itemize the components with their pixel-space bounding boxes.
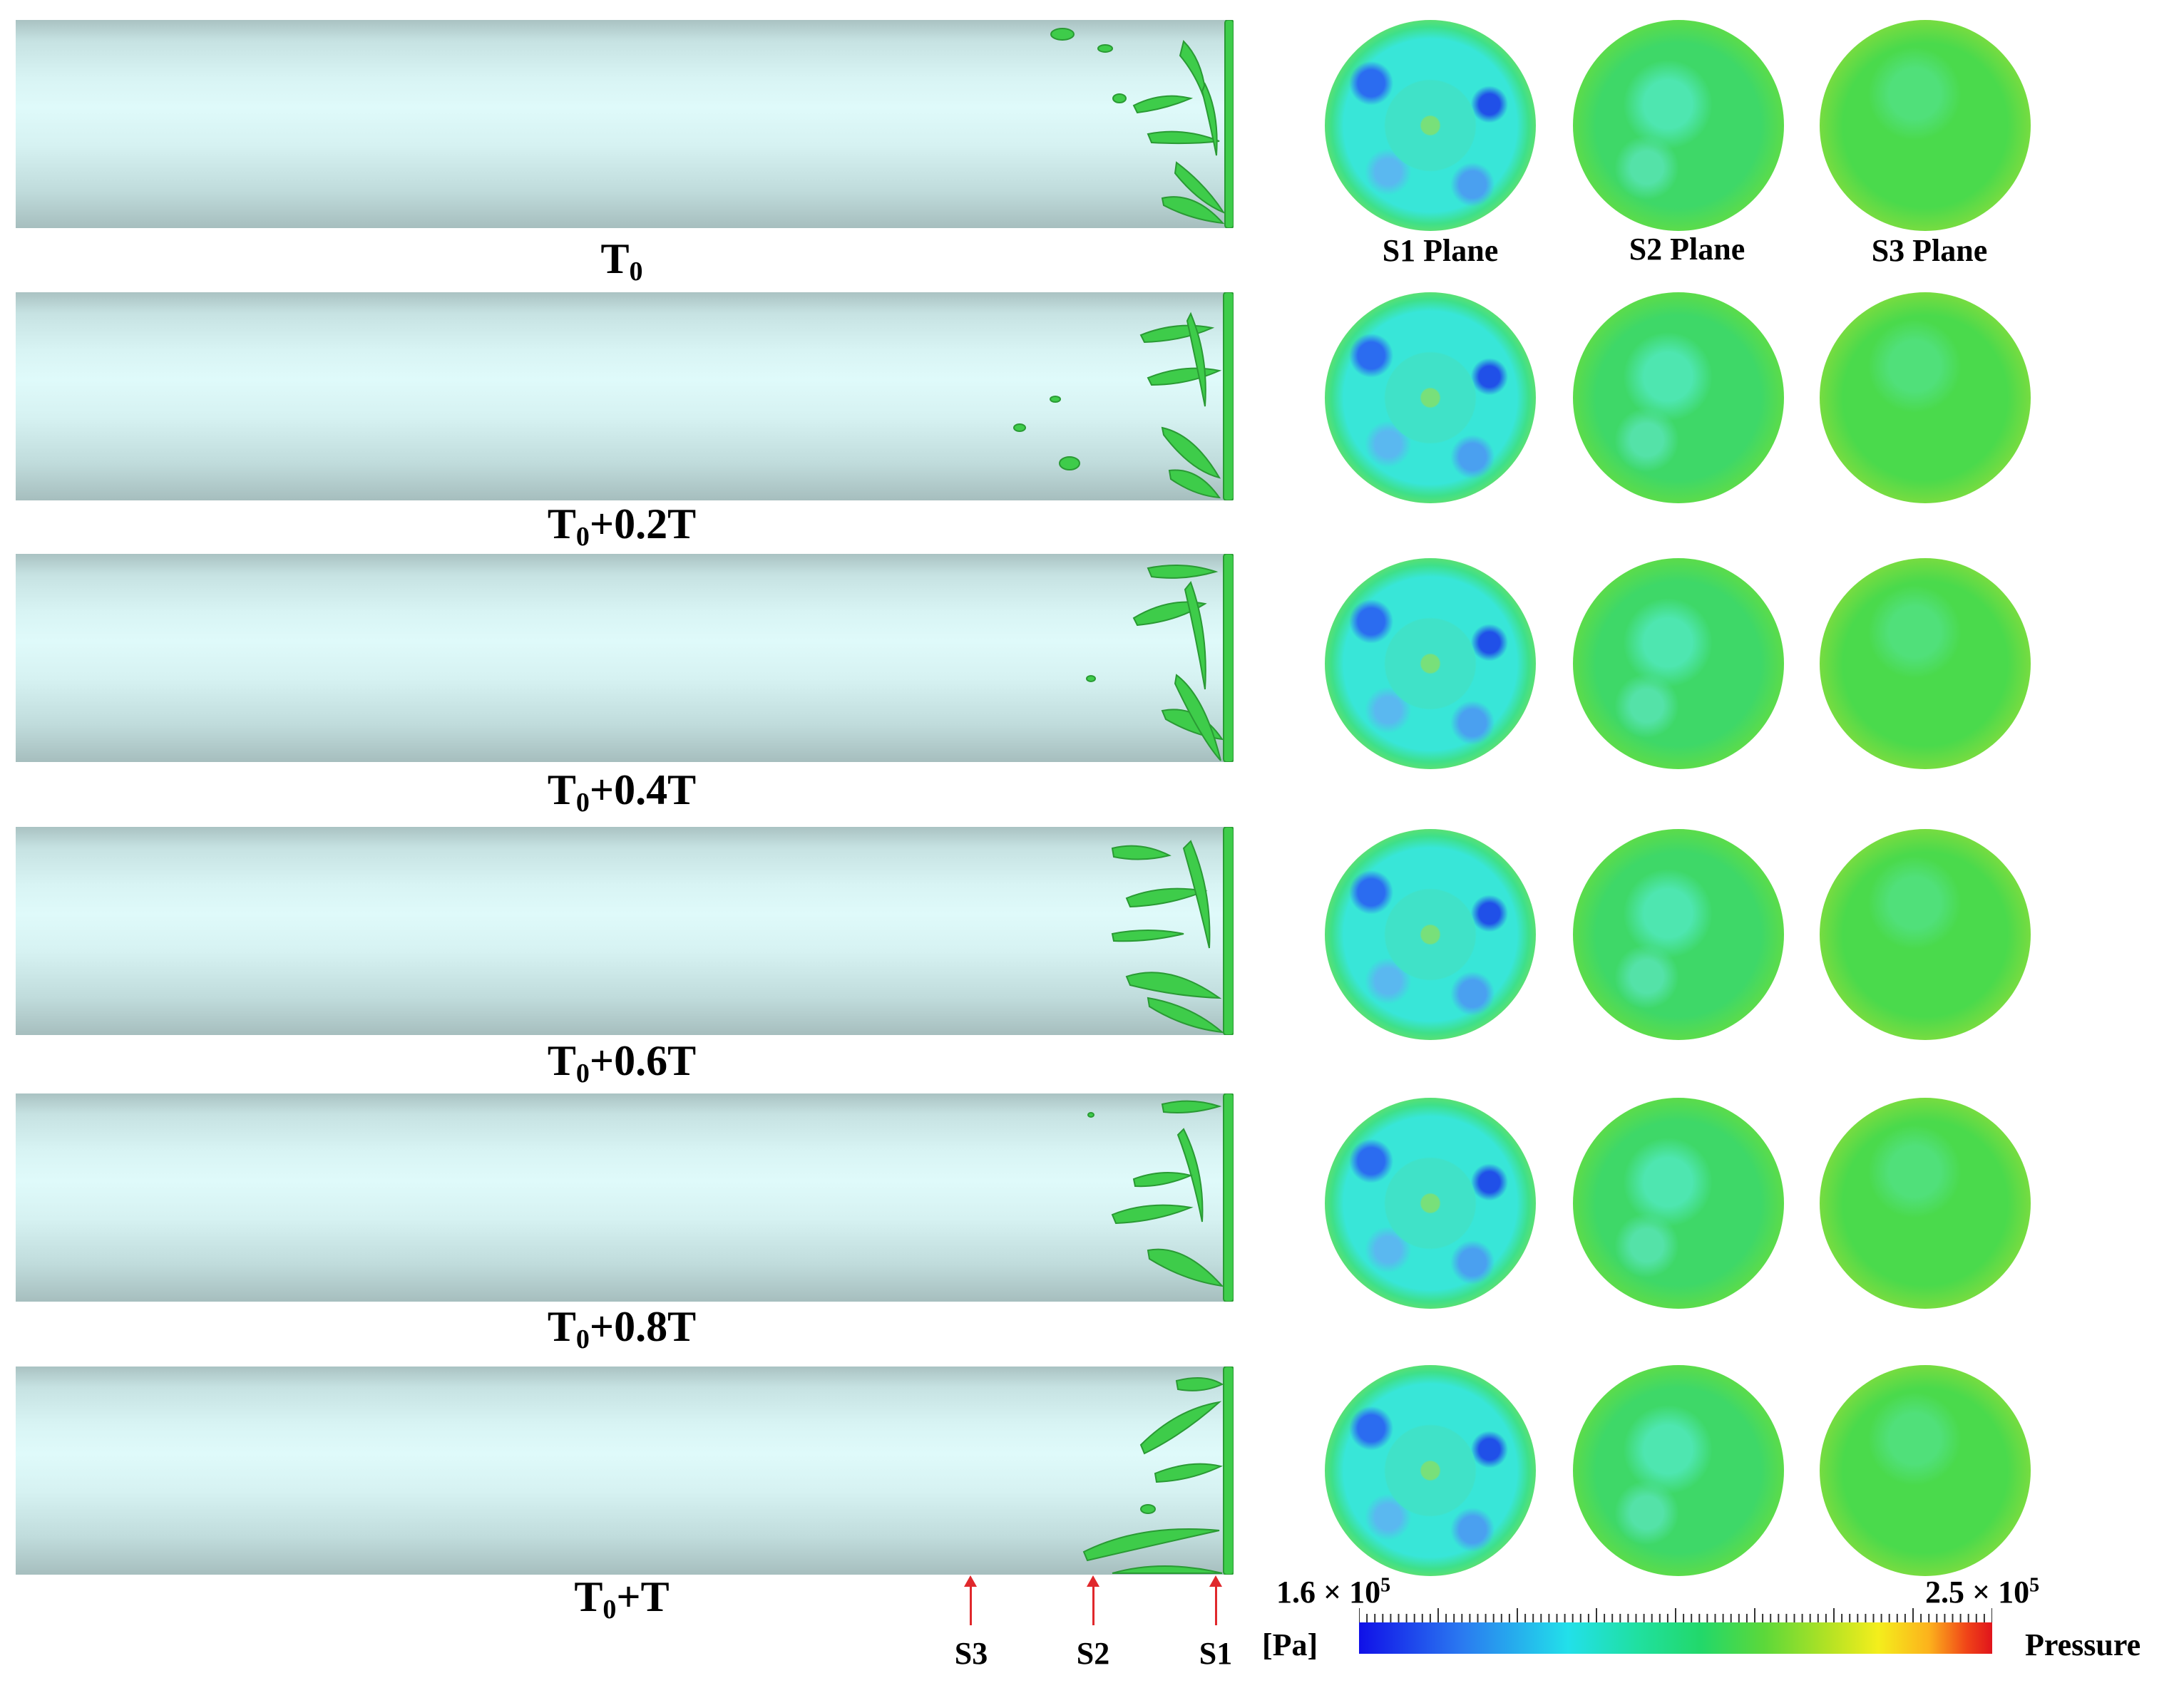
plane-label-s3: S3 Plane — [1871, 233, 1988, 268]
vortex-structure-row-1 — [1050, 20, 1234, 228]
pressure-disk-row-5-s2 — [1573, 1098, 1784, 1309]
pressure-disk-row-5-s1 — [1325, 1098, 1536, 1309]
pressure-disk-row-6-s1 — [1325, 1365, 1536, 1576]
pressure-disk-row-6-s2 — [1573, 1365, 1784, 1576]
pressure-disk-row-1-s3 — [1820, 20, 2031, 231]
pipe-row-3 — [16, 554, 1232, 762]
time-label-row-6: T0+T — [574, 1573, 670, 1625]
pressure-disk-row-4-s2 — [1573, 829, 1784, 1040]
colorbar-variable: Pressure — [2025, 1627, 2141, 1662]
section-marker-s2 — [1087, 1575, 1099, 1625]
pressure-disk-row-4-s1 — [1325, 829, 1536, 1040]
pressure-disk-row-2-s3 — [1820, 292, 2031, 503]
section-label-s2: S2 — [1076, 1636, 1110, 1671]
pipe-row-5 — [16, 1093, 1232, 1302]
vortex-structure-row-3 — [1086, 554, 1234, 762]
section-marker-s3 — [964, 1575, 977, 1625]
pipe-row-6 — [16, 1367, 1232, 1575]
vortex-structure-row-4 — [1111, 827, 1234, 1035]
pipe-row-4 — [16, 827, 1232, 1035]
pressure-disk-row-1-s2 — [1573, 20, 1784, 231]
section-marker-s1 — [1209, 1575, 1222, 1625]
pipe-row-2 — [16, 292, 1232, 500]
pressure-disk-row-2-s1 — [1325, 292, 1536, 503]
vortex-structure-row-5 — [1087, 1093, 1234, 1302]
pipe-row-1 — [16, 20, 1232, 228]
vortex-structure-row-2 — [1013, 292, 1234, 500]
section-label-s1: S1 — [1199, 1636, 1233, 1671]
pressure-disk-row-5-s3 — [1820, 1098, 2031, 1309]
pressure-colorbar — [1359, 1622, 1992, 1654]
pressure-disk-row-1-s1 — [1325, 20, 1536, 231]
colorbar-ticks — [1359, 1608, 1992, 1622]
pressure-disk-row-4-s3 — [1820, 829, 2031, 1040]
time-label-row-2: T0+0.2T — [547, 500, 697, 552]
pressure-disk-row-2-s2 — [1573, 292, 1784, 503]
time-label-row-1: T0 — [600, 235, 643, 287]
colorbar-unit: [Pa] — [1262, 1627, 1318, 1662]
time-label-row-3: T0+0.4T — [547, 766, 697, 818]
plane-label-s1: S1 Plane — [1382, 233, 1499, 268]
section-label-s3: S3 — [954, 1636, 988, 1671]
pressure-disk-row-3-s3 — [1820, 558, 2031, 769]
pressure-disk-row-3-s1 — [1325, 558, 1536, 769]
time-label-row-4: T0+0.6T — [547, 1037, 697, 1088]
colorbar-max-label: 2.5 × 105 — [1925, 1574, 2040, 1610]
pressure-disk-row-6-s3 — [1820, 1365, 2031, 1576]
colorbar-min-label: 1.6 × 105 — [1276, 1574, 1391, 1610]
pressure-disk-row-3-s2 — [1573, 558, 1784, 769]
vortex-structure-row-6 — [1082, 1367, 1234, 1575]
plane-label-s2: S2 Plane — [1629, 232, 1745, 267]
time-label-row-5: T0+0.8T — [547, 1303, 697, 1354]
